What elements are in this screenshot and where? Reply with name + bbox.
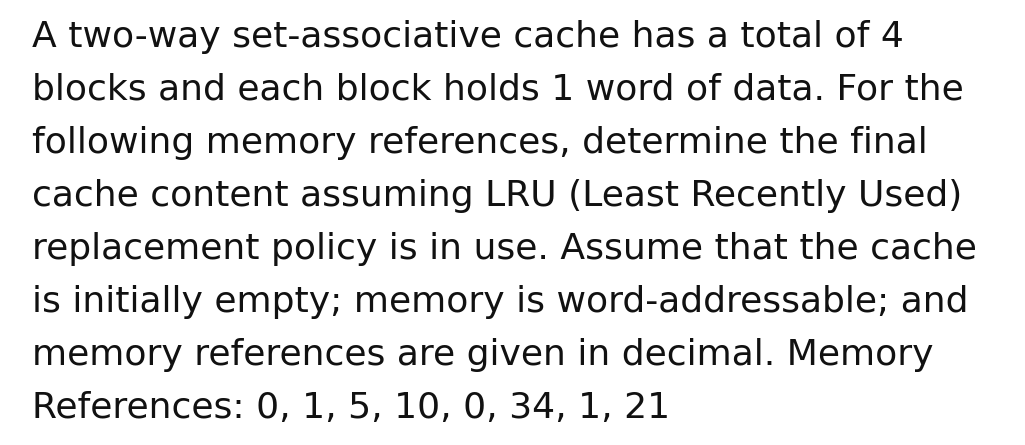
- Text: blocks and each block holds 1 word of data. For the: blocks and each block holds 1 word of da…: [32, 73, 963, 107]
- Text: References: 0, 1, 5, 10, 0, 34, 1, 21: References: 0, 1, 5, 10, 0, 34, 1, 21: [32, 391, 670, 425]
- Text: memory references are given in decimal. Memory: memory references are given in decimal. …: [32, 338, 934, 372]
- Text: replacement policy is in use. Assume that the cache: replacement policy is in use. Assume tha…: [32, 232, 977, 266]
- Text: A two-way set-associative cache has a total of 4: A two-way set-associative cache has a to…: [32, 20, 904, 54]
- Text: following memory references, determine the final: following memory references, determine t…: [32, 126, 928, 160]
- Text: is initially empty; memory is word-addressable; and: is initially empty; memory is word-addre…: [32, 285, 969, 319]
- Text: cache content assuming LRU (Least Recently Used): cache content assuming LRU (Least Recent…: [32, 179, 962, 213]
